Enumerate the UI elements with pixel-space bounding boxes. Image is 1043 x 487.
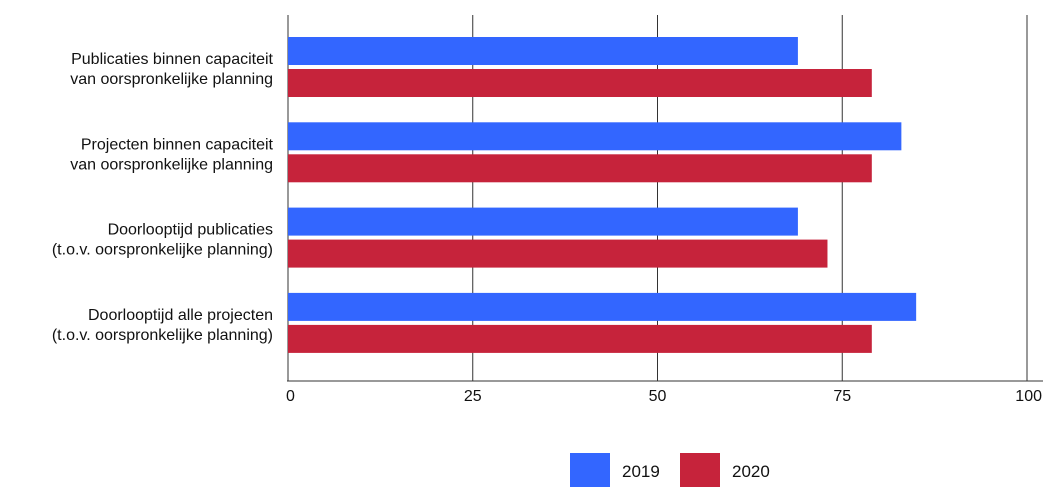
bar-2020-1 — [288, 69, 872, 97]
x-tick-label-50: 50 — [649, 388, 667, 405]
bar-2019-4 — [288, 292, 917, 321]
bar-2020-2 — [288, 154, 872, 183]
x-tick-labels: 0 25 50 75 100 — [286, 388, 1042, 405]
legend-label-2019: 2019 — [622, 462, 660, 481]
x-tick-label-75: 75 — [833, 388, 851, 405]
x-tick-label-25: 25 — [464, 388, 482, 405]
x-tick-label-0: 0 — [286, 388, 295, 405]
category-label-2: Projecten binnen capaciteit van oorspronk… — [70, 136, 273, 173]
bar-2019-2 — [288, 122, 902, 151]
legend: 2019 2020 — [570, 453, 770, 487]
bar-2019-1 — [288, 37, 798, 65]
bar-2020-3 — [288, 239, 828, 268]
legend-swatch-2019 — [570, 453, 610, 487]
legend-label-2020: 2020 — [732, 462, 770, 481]
category-label-1: Publicaties binnen capaciteit van oorspro… — [70, 51, 273, 88]
category-label-4: Doorlooptijd alle projecten (t.o.v. oorsp… — [52, 307, 273, 344]
bar-2019-3 — [288, 207, 798, 236]
x-tick-label-100: 100 — [1015, 388, 1042, 405]
bars — [288, 37, 917, 353]
bar-2020-4 — [288, 324, 872, 353]
category-labels: Publicaties binnen capaciteit van oorspro… — [52, 51, 274, 344]
category-label-3: Doorlooptijd publicaties (t.o.v. oorspron… — [52, 222, 273, 259]
legend-swatch-2020 — [680, 453, 720, 487]
